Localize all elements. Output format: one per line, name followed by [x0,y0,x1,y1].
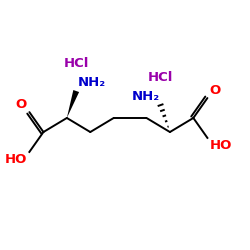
Text: O: O [210,84,221,97]
Text: O: O [16,98,27,111]
Text: NH₂: NH₂ [131,90,160,103]
Polygon shape [67,90,79,118]
Text: HCl: HCl [148,71,173,84]
Text: HO: HO [210,139,232,152]
Text: NH₂: NH₂ [78,76,106,89]
Text: HO: HO [5,153,27,166]
Text: HCl: HCl [63,57,89,70]
